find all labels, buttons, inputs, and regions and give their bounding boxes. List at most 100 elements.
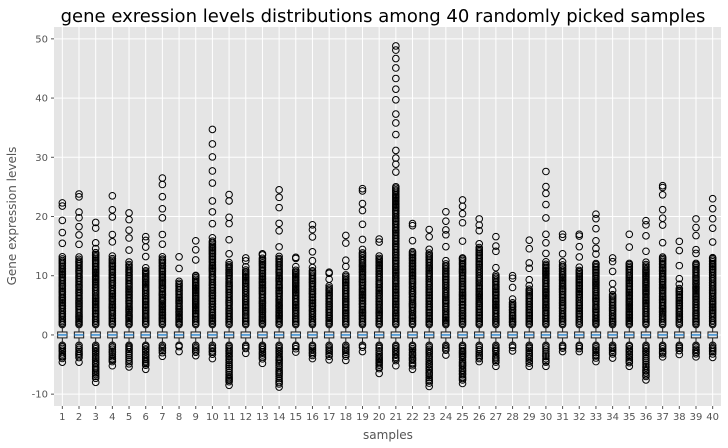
outlier-point xyxy=(275,203,283,212)
outlier-point xyxy=(108,357,117,366)
outlier-point xyxy=(525,244,534,253)
x-ticks: 1 2 3 4 5 6 7 8 9 10 11 12 13 14 15 16 17 18 19 20 21 22 23 24 2… xyxy=(59,406,719,423)
outlier-point xyxy=(158,240,167,248)
y-tick-label: 0 xyxy=(42,330,48,341)
outlier-point xyxy=(542,260,550,269)
outlier-point xyxy=(425,249,433,257)
outlier-point xyxy=(558,230,567,239)
outlier-point xyxy=(658,190,667,199)
outlier-point xyxy=(392,96,400,104)
box-sample-29 xyxy=(524,236,535,371)
outlier-point xyxy=(158,352,167,361)
outlier-point xyxy=(125,209,133,217)
outlier-point xyxy=(158,192,167,201)
outlier-point xyxy=(442,346,450,355)
outlier-point xyxy=(75,358,83,366)
outlier-point xyxy=(358,245,367,254)
outlier-point xyxy=(642,363,650,372)
y-axis-label: Gene expression levels xyxy=(5,147,19,286)
outlier-point xyxy=(291,344,300,353)
box-sample-15 xyxy=(290,253,301,356)
outlier-point xyxy=(75,253,83,261)
box-sample-33 xyxy=(590,210,602,366)
outlier-point xyxy=(75,213,83,222)
outlier-point xyxy=(642,376,650,384)
outlier-point xyxy=(325,348,333,356)
outlier-point xyxy=(108,348,117,357)
outlier-point xyxy=(325,268,333,276)
outlier-point xyxy=(308,248,317,256)
outlier-point xyxy=(375,238,383,246)
outlier-point xyxy=(625,259,634,268)
outlier-point xyxy=(542,249,550,258)
outlier-point xyxy=(392,110,400,118)
x-tick-label: 11 xyxy=(223,412,236,423)
outlier-point xyxy=(408,219,417,228)
outlier-point xyxy=(675,280,684,289)
outlier-point xyxy=(525,275,534,284)
outlier-point xyxy=(91,370,100,379)
outlier-point xyxy=(375,364,383,373)
outlier-point xyxy=(458,237,467,245)
x-tick-label: 16 xyxy=(306,412,319,423)
outlier-point xyxy=(125,226,133,234)
box-sample-10 xyxy=(207,125,218,363)
outlier-point xyxy=(125,363,133,371)
outlier-point xyxy=(225,190,233,199)
outlier-point xyxy=(542,182,550,191)
box-sample-39 xyxy=(690,215,702,361)
outlier-point xyxy=(275,372,283,381)
outlier-point xyxy=(608,290,617,299)
outlier-point xyxy=(208,140,217,148)
outlier-point xyxy=(258,345,267,354)
box-sample-7 xyxy=(157,174,168,361)
outlier-point xyxy=(525,359,534,367)
box-sample-18 xyxy=(340,231,351,365)
x-tick-label: 10 xyxy=(206,412,219,423)
outlier-point xyxy=(191,348,200,357)
outlier-point xyxy=(592,259,600,268)
outlier-point xyxy=(141,365,150,374)
outlier-point xyxy=(642,356,650,365)
outlier-point xyxy=(208,208,217,216)
outlier-point xyxy=(325,352,333,360)
outlier-point xyxy=(308,266,317,275)
outlier-point xyxy=(258,351,267,359)
outlier-point xyxy=(208,197,217,205)
outlier-point xyxy=(525,281,534,290)
outlier-point xyxy=(158,174,167,182)
outlier-point xyxy=(91,224,100,232)
x-tick-label: 33 xyxy=(590,412,603,423)
outlier-point xyxy=(425,232,433,241)
outlier-point xyxy=(708,204,717,213)
outlier-point xyxy=(158,348,167,357)
outlier-point xyxy=(658,181,667,190)
outlier-point xyxy=(658,350,667,358)
outlier-point xyxy=(458,370,467,379)
x-tick-label: 13 xyxy=(256,412,269,423)
outlier-point xyxy=(191,256,200,264)
outlier-point xyxy=(642,368,650,377)
outlier-point xyxy=(191,236,200,245)
x-tick-label: 14 xyxy=(273,412,286,423)
outlier-point xyxy=(592,250,600,258)
outlier-point xyxy=(708,214,717,223)
outlier-point xyxy=(592,343,600,351)
outlier-point xyxy=(125,246,133,254)
outlier-point xyxy=(225,235,233,244)
outlier-point xyxy=(575,253,584,261)
outlier-point xyxy=(642,354,650,363)
outlier-point xyxy=(458,196,467,204)
outlier-point xyxy=(658,238,667,247)
outlier-point xyxy=(175,252,183,261)
outlier-point xyxy=(675,346,684,355)
box-sample-12 xyxy=(240,254,251,358)
outlier-point xyxy=(308,354,317,363)
outlier-point xyxy=(442,256,450,265)
outlier-point xyxy=(342,231,350,240)
outlier-point xyxy=(342,348,350,357)
outlier-point xyxy=(492,232,500,241)
outlier-point xyxy=(308,351,317,360)
x-tick-label: 34 xyxy=(606,412,619,423)
outlier-point xyxy=(58,239,67,248)
